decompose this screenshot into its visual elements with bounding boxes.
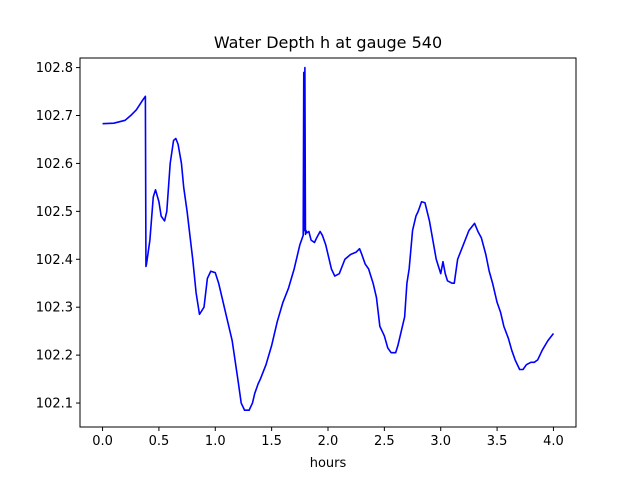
y-tick-label: 102.4	[36, 253, 73, 268]
y-tick-label: 102.5	[36, 205, 73, 220]
y-tick-label: 102.8	[36, 61, 73, 76]
chart-title: Water Depth h at gauge 540	[214, 33, 442, 52]
y-tick-label: 102.2	[36, 349, 73, 364]
x-tick-label: 1.0	[205, 434, 226, 449]
x-tick-label: 2.5	[374, 434, 395, 449]
x-axis-label: hours	[310, 456, 347, 471]
y-tick-label: 102.1	[36, 397, 73, 412]
series-line	[102, 66, 555, 412]
y-tick-label: 102.3	[36, 301, 73, 316]
x-tick-label: 0.5	[149, 434, 170, 449]
x-tick-label: 3.0	[430, 434, 451, 449]
y-tick-label: 102.7	[36, 109, 73, 124]
x-tick-label: 1.5	[261, 434, 282, 449]
x-axis-ticks: 0.0 0.5 1.0 1.5 2.0 2.5 3.0 3.5 4.0	[92, 427, 564, 449]
plot-area-frame	[79, 57, 577, 428]
x-tick-label: 4.0	[543, 434, 564, 449]
y-axis-ticks: 102.1 102.2 102.3 102.4 102.5 102.6 102.7 102.8	[36, 61, 80, 412]
y-tick-label: 102.6	[36, 157, 73, 172]
x-tick-label: 3.5	[487, 434, 508, 449]
x-tick-label: 2.0	[318, 434, 339, 449]
x-tick-label: 0.0	[92, 434, 113, 449]
